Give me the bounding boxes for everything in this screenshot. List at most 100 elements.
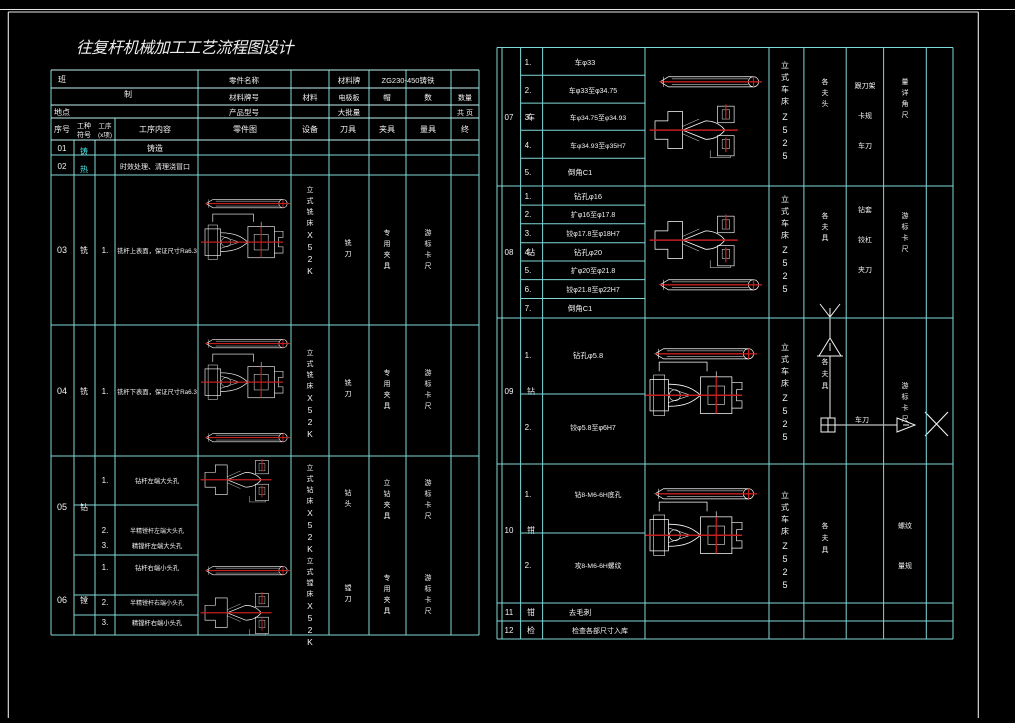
svg-text:1.: 1. xyxy=(102,387,109,396)
svg-text:1.: 1. xyxy=(525,58,532,67)
svg-text:夹: 夹 xyxy=(384,500,391,509)
svg-text:卡: 卡 xyxy=(425,390,432,399)
svg-text:车: 车 xyxy=(781,514,789,524)
svg-text:游: 游 xyxy=(425,368,432,377)
svg-text:K: K xyxy=(307,429,313,439)
svg-text:数: 数 xyxy=(424,92,432,102)
svg-text:夹具: 夹具 xyxy=(379,124,395,134)
svg-text:材料牌: 材料牌 xyxy=(338,75,361,85)
svg-text:07: 07 xyxy=(505,113,514,122)
svg-text:量: 量 xyxy=(902,78,909,86)
svg-text:钻杆左端大头孔: 钻杆左端大头孔 xyxy=(135,476,180,485)
svg-text:具: 具 xyxy=(384,512,391,520)
svg-text:钻: 钻 xyxy=(307,485,314,494)
svg-text:铸造: 铸造 xyxy=(147,143,163,153)
svg-text:车: 车 xyxy=(781,366,789,376)
svg-text:时效处理、清理浇冒口: 时效处理、清理浇冒口 xyxy=(120,162,190,171)
svg-text:具: 具 xyxy=(384,262,391,270)
svg-text:5: 5 xyxy=(782,406,787,416)
svg-text:Z: Z xyxy=(782,112,788,122)
svg-text:铣杆上表面，保证尺寸Ra6.3: 铣杆上表面，保证尺寸Ra6.3 xyxy=(117,246,197,255)
svg-text:夹: 夹 xyxy=(384,595,391,604)
svg-text:共 页: 共 页 xyxy=(457,108,473,117)
svg-text:钻孔φ16: 钻孔φ16 xyxy=(574,191,602,201)
svg-text:K: K xyxy=(307,544,313,554)
svg-text:铰φ17.8至φ18H7: 铰φ17.8至φ18H7 xyxy=(566,229,620,238)
svg-text:铸: 铸 xyxy=(80,146,88,156)
svg-text:5: 5 xyxy=(308,520,313,530)
svg-text:5: 5 xyxy=(782,258,787,268)
svg-text:2.: 2. xyxy=(102,598,109,607)
svg-text:尺: 尺 xyxy=(425,512,432,520)
svg-text:1.: 1. xyxy=(525,192,532,201)
svg-text:4.: 4. xyxy=(525,248,532,257)
svg-text:立: 立 xyxy=(781,490,789,500)
svg-text:Z: Z xyxy=(782,541,788,551)
svg-text:游: 游 xyxy=(425,478,432,487)
svg-text:卡规: 卡规 xyxy=(858,111,872,120)
svg-text:床: 床 xyxy=(307,496,314,505)
svg-text:(x项): (x项) xyxy=(98,131,112,139)
svg-text:1.: 1. xyxy=(102,476,109,485)
svg-text:电极板: 电极板 xyxy=(339,93,360,102)
svg-text:卡: 卡 xyxy=(425,595,432,604)
svg-text:卡: 卡 xyxy=(902,233,909,242)
svg-text:刀具: 刀具 xyxy=(340,125,356,134)
svg-text:立: 立 xyxy=(307,556,314,565)
svg-text:2: 2 xyxy=(782,419,787,429)
svg-text:5: 5 xyxy=(782,125,787,135)
svg-text:游: 游 xyxy=(902,211,909,220)
svg-text:尺: 尺 xyxy=(425,402,432,410)
svg-text:专: 专 xyxy=(384,573,391,582)
svg-text:2: 2 xyxy=(308,532,313,542)
svg-text:钻套: 钻套 xyxy=(858,205,872,214)
svg-text:09: 09 xyxy=(505,387,514,396)
svg-text:具: 具 xyxy=(822,546,829,554)
svg-text:序号: 序号 xyxy=(54,124,70,134)
svg-text:式: 式 xyxy=(781,354,789,364)
svg-text:4.: 4. xyxy=(525,141,532,150)
svg-text:05: 05 xyxy=(57,502,67,512)
svg-text:5: 5 xyxy=(782,554,787,564)
svg-text:钻: 钻 xyxy=(80,502,88,512)
svg-text:2.: 2. xyxy=(525,423,532,432)
svg-text:夫: 夫 xyxy=(822,369,829,378)
svg-text:车刀: 车刀 xyxy=(855,415,869,424)
svg-text:3.: 3. xyxy=(525,229,532,238)
svg-text:终: 终 xyxy=(461,124,469,134)
svg-text:夹: 夹 xyxy=(384,390,391,399)
svg-text:铣: 铣 xyxy=(345,378,352,387)
svg-text:检查各部尺寸入库: 检查各部尺寸入库 xyxy=(572,626,628,635)
svg-text:材料牌号: 材料牌号 xyxy=(229,92,259,102)
svg-text:钻: 钻 xyxy=(384,489,391,498)
svg-text:游: 游 xyxy=(425,228,432,237)
svg-text:5: 5 xyxy=(308,613,313,623)
svg-text:零件图: 零件图 xyxy=(233,124,257,134)
svg-text:5: 5 xyxy=(308,242,313,252)
svg-text:标: 标 xyxy=(902,222,909,231)
svg-text:半精镗杆左端大头孔: 半精镗杆左端大头孔 xyxy=(130,527,184,535)
svg-text:工序: 工序 xyxy=(99,121,113,130)
svg-text:跟刀架: 跟刀架 xyxy=(855,82,876,90)
svg-text:大批量: 大批量 xyxy=(338,107,361,117)
svg-text:车φ33: 车φ33 xyxy=(575,57,596,67)
svg-text:3.: 3. xyxy=(525,113,532,122)
svg-text:专: 专 xyxy=(384,368,391,377)
svg-text:02: 02 xyxy=(58,162,67,171)
svg-text:铣: 铣 xyxy=(307,207,314,216)
svg-text:专: 专 xyxy=(384,228,391,237)
svg-text:具: 具 xyxy=(822,234,829,242)
svg-text:床: 床 xyxy=(307,218,314,227)
svg-text:铰φ5.8至φ6H7: 铰φ5.8至φ6H7 xyxy=(570,423,616,432)
svg-text:刀: 刀 xyxy=(345,595,352,603)
svg-text:详: 详 xyxy=(902,88,909,97)
svg-text:材料: 材料 xyxy=(303,92,318,102)
svg-text:尺: 尺 xyxy=(425,607,432,615)
svg-text:铰φ21.8至φ22H7: 铰φ21.8至φ22H7 xyxy=(566,285,620,294)
svg-text:X: X xyxy=(307,230,313,240)
svg-text:7.: 7. xyxy=(525,304,532,313)
svg-text:产品型号: 产品型号 xyxy=(229,107,259,117)
svg-text:5: 5 xyxy=(782,580,787,590)
svg-text:镗: 镗 xyxy=(345,583,352,592)
svg-text:标: 标 xyxy=(425,584,432,593)
